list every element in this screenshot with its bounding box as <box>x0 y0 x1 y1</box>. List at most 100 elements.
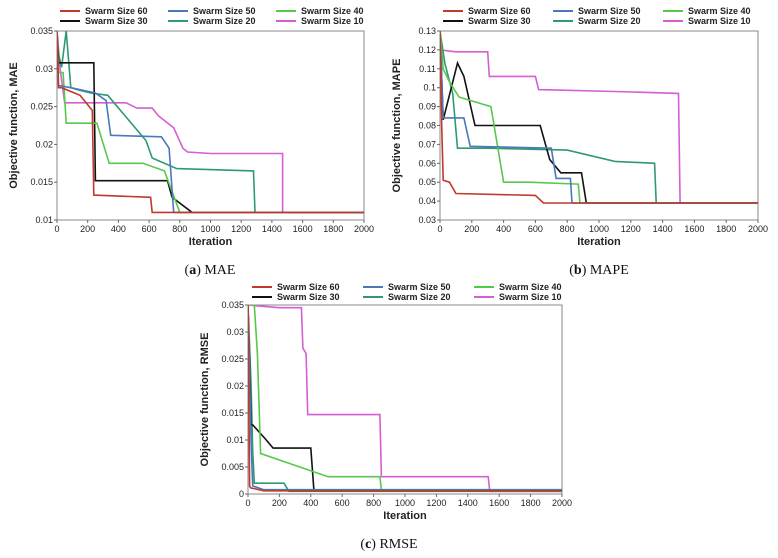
series-line-swarm-size-40 <box>440 31 758 204</box>
y-tick-label: 0.08 <box>418 121 436 131</box>
x-tick-label: 1800 <box>521 498 541 508</box>
x-tick-label: 1000 <box>395 498 415 508</box>
series-line-swarm-size-10 <box>248 305 562 493</box>
x-tick-label: 1000 <box>200 224 220 234</box>
legend-label: Swarm Size 30 <box>85 16 148 26</box>
x-tick-label: 200 <box>272 498 287 508</box>
caption-letter: ( <box>569 263 574 278</box>
y-tick-label: 0.03 <box>226 327 244 337</box>
x-tick-label: 1200 <box>621 224 641 234</box>
legend-label: Swarm Size 30 <box>468 16 531 26</box>
legend-label: Swarm Size 30 <box>277 292 340 302</box>
y-tick-label: 0.005 <box>221 462 244 472</box>
y-tick-label: 0.03 <box>418 215 436 225</box>
x-tick-label: 1400 <box>262 224 282 234</box>
x-tick-label: 1400 <box>458 498 478 508</box>
series-line-swarm-size-50 <box>440 31 758 204</box>
series-line-swarm-size-10 <box>57 31 364 214</box>
legend-label: Swarm Size 40 <box>301 6 364 16</box>
x-tick-label: 400 <box>111 224 126 234</box>
legend-entry: Swarm Size 60 <box>60 6 148 16</box>
legend-label: Swarm Size 20 <box>388 292 451 302</box>
x-tick-label: 0 <box>54 224 59 234</box>
series-line-swarm-size-10 <box>440 49 758 204</box>
y-tick-label: 0.035 <box>221 300 244 310</box>
x-tick-label: 0 <box>245 498 250 508</box>
caption-letter-close: ) <box>371 537 376 552</box>
y-tick-label: 0.015 <box>221 408 244 418</box>
series-line-swarm-size-60 <box>440 31 758 204</box>
plot-area <box>247 304 563 495</box>
x-tick-label: 2000 <box>748 224 768 234</box>
plot-area <box>56 30 365 221</box>
legend-entry: Swarm Size 30 <box>60 16 148 26</box>
x-tick-label: 400 <box>303 498 318 508</box>
x-tick-label: 800 <box>560 224 575 234</box>
x-tick-label: 600 <box>142 224 157 234</box>
legend-label: Swarm Size 40 <box>499 282 562 292</box>
series-line-swarm-size-50 <box>57 31 364 214</box>
x-axis-label: Iteration <box>189 236 233 248</box>
y-tick-label: 0.01 <box>35 215 53 225</box>
y-tick-label: 0.01 <box>226 435 244 445</box>
x-tick-label: 1200 <box>231 224 251 234</box>
y-tick-label: 0.04 <box>418 196 436 206</box>
legend-entry: Swarm Size 10 <box>474 292 562 302</box>
legend-entry: Swarm Size 20 <box>553 16 641 26</box>
x-tick-label: 1800 <box>323 224 343 234</box>
x-tick-label: 2000 <box>354 224 374 234</box>
y-tick-label: 0.1 <box>423 83 436 93</box>
legend-label: Swarm Size 10 <box>499 292 562 302</box>
y-tick-label: 0.05 <box>418 177 436 187</box>
x-tick-label: 200 <box>464 224 479 234</box>
series-line-swarm-size-30 <box>440 31 758 204</box>
x-tick-label: 800 <box>366 498 381 508</box>
x-axis-label: Iteration <box>577 236 621 248</box>
y-tick-label: 0.09 <box>418 102 436 112</box>
x-tick-label: 1200 <box>426 498 446 508</box>
caption-letter-close: ) <box>582 263 587 278</box>
y-tick-label: 0.035 <box>30 26 53 36</box>
series-line-swarm-size-50 <box>248 305 562 491</box>
chart-mae: 0 200 400 600 800 1000 1200 1400 1600 1800 2000 0.0… <box>8 6 374 278</box>
y-tick-label: 0.015 <box>30 177 53 187</box>
x-tick-label: 600 <box>528 224 543 234</box>
x-tick-label: 2000 <box>552 498 572 508</box>
y-tick-label: 0.11 <box>419 64 436 74</box>
caption: (b) MAPE <box>569 263 629 278</box>
legend-label: Swarm Size 50 <box>193 6 256 16</box>
legend-entry: Swarm Size 50 <box>553 6 641 16</box>
series-line-swarm-size-30 <box>57 31 364 214</box>
x-tick-label: 1600 <box>293 224 313 234</box>
legend-label: Swarm Size 20 <box>578 16 641 26</box>
legend-entry: Swarm Size 50 <box>363 282 451 292</box>
chart-mape: 0 200 400 600 800 1000 1200 1400 1600 1800 2000 0.0… <box>391 6 768 278</box>
y-tick-label: 0.06 <box>418 158 436 168</box>
caption-letter-bold: a <box>189 263 196 278</box>
caption-letter: ( <box>360 537 365 552</box>
y-tick-label: 0 <box>239 489 244 499</box>
y-tick-label: 0.02 <box>226 381 244 391</box>
chart-rmse: 0 200 400 600 800 1000 1200 1400 1600 1800 2000 0 0.… <box>199 282 572 552</box>
y-tick-label: 0.07 <box>418 139 436 149</box>
legend-label: Swarm Size 50 <box>388 282 451 292</box>
x-tick-label: 1000 <box>589 224 609 234</box>
legend-entry: Swarm Size 30 <box>252 292 340 302</box>
caption: (a) MAE <box>185 263 236 278</box>
caption: (c) RMSE <box>360 537 417 552</box>
x-axis-label: Iteration <box>383 510 427 522</box>
legend-entry: Swarm Size 40 <box>663 6 751 16</box>
caption-letter-bold: b <box>574 263 582 278</box>
legend-label: Swarm Size 40 <box>688 6 751 16</box>
y-tick-label: 0.02 <box>35 139 53 149</box>
legend-entry: Swarm Size 60 <box>252 282 340 292</box>
y-axis-label: Objective function, MAE <box>8 62 20 189</box>
legend-label: Swarm Size 60 <box>277 282 340 292</box>
legend-entry: Swarm Size 50 <box>168 6 256 16</box>
x-tick-label: 600 <box>335 498 350 508</box>
legend-label: Swarm Size 60 <box>468 6 531 16</box>
legend-label: Swarm Size 20 <box>193 16 256 26</box>
legend-entry: Swarm Size 40 <box>474 282 562 292</box>
caption-letter-close: ) <box>196 263 201 278</box>
